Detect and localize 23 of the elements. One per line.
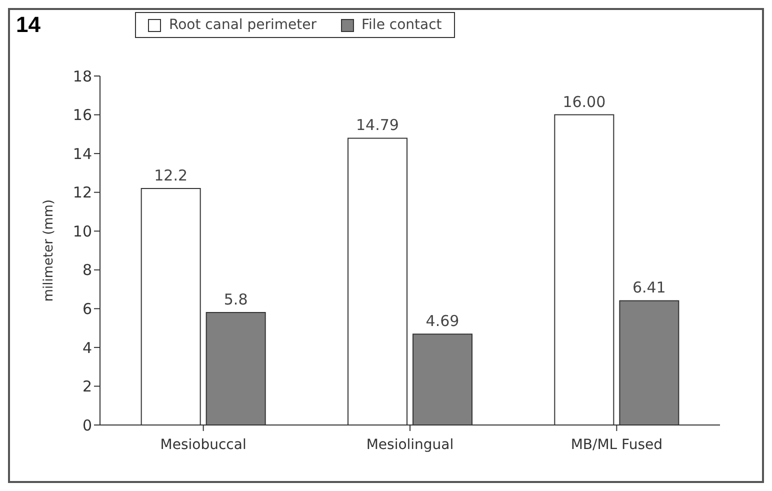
y-tick-label: 4 — [82, 338, 92, 357]
data-label: 16.00 — [562, 92, 606, 111]
data-label: 5.8 — [224, 290, 248, 309]
data-label: 14.79 — [356, 116, 399, 134]
chart-title: 14 — [16, 12, 40, 38]
data-label: 6.41 — [632, 278, 666, 297]
legend-label: Root canal perimeter — [168, 17, 316, 33]
y-tick-label: 0 — [82, 416, 92, 434]
x-tick-label: Mesiolingual — [366, 436, 454, 453]
legend-label: File contact — [360, 17, 442, 33]
x-tick-label: Mesiobuccal — [160, 436, 246, 453]
y-axis-title: milimeter (mm) — [42, 199, 57, 302]
data-label: 4.69 — [426, 312, 460, 330]
y-tick-label: 8 — [82, 261, 92, 280]
data-label: 12.2 — [154, 166, 188, 184]
x-tick-label: MB/ML Fused — [570, 436, 663, 453]
y-tick-label: 12 — [72, 184, 92, 202]
y-tick-label: 14 — [72, 144, 92, 163]
y-tick-label: 2 — [82, 378, 92, 396]
y-tick-label: 10 — [72, 222, 92, 240]
y-tick-label: 6 — [82, 300, 92, 318]
y-tick-label: 16 — [72, 106, 92, 124]
y-tick-label: 18 — [72, 67, 92, 86]
